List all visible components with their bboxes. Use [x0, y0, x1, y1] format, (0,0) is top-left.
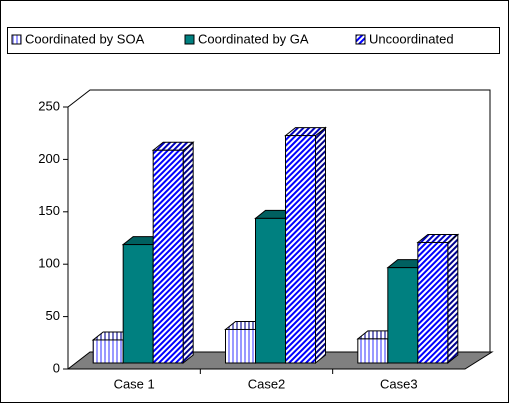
y-tick-label: 100: [38, 256, 60, 271]
y-tick-label: 150: [38, 203, 60, 218]
legend-label: Coordinated by SOA: [25, 31, 145, 46]
legend-box: [7, 27, 500, 54]
bar: [387, 267, 419, 364]
back-wall: [67, 89, 491, 352]
bar-side: [182, 141, 194, 365]
bar: [122, 244, 154, 364]
bar: [255, 217, 286, 364]
legend-swatch: [11, 34, 22, 45]
x-tick-label: Case 1: [114, 376, 155, 391]
y-tick-label: 50: [46, 308, 60, 323]
legend-swatch: [355, 34, 366, 45]
legend-swatch: [184, 34, 195, 45]
y-tick-label: 200: [38, 151, 60, 166]
bar-side: [315, 126, 326, 365]
bar-side: [447, 233, 459, 365]
x-tick-label: Case2: [248, 376, 286, 391]
bar: [225, 328, 256, 364]
bar: [357, 338, 389, 364]
bar: [92, 339, 124, 364]
bar: [417, 241, 449, 364]
x-tick-label: Case3: [380, 376, 418, 391]
bar: [152, 149, 184, 364]
bar: [285, 135, 316, 364]
legend-label: Coordinated by GA: [198, 31, 309, 46]
y-tick-label: 250: [38, 98, 60, 113]
legend-label: Uncoordinated: [369, 31, 454, 46]
y-tick-label: 0: [53, 360, 60, 375]
